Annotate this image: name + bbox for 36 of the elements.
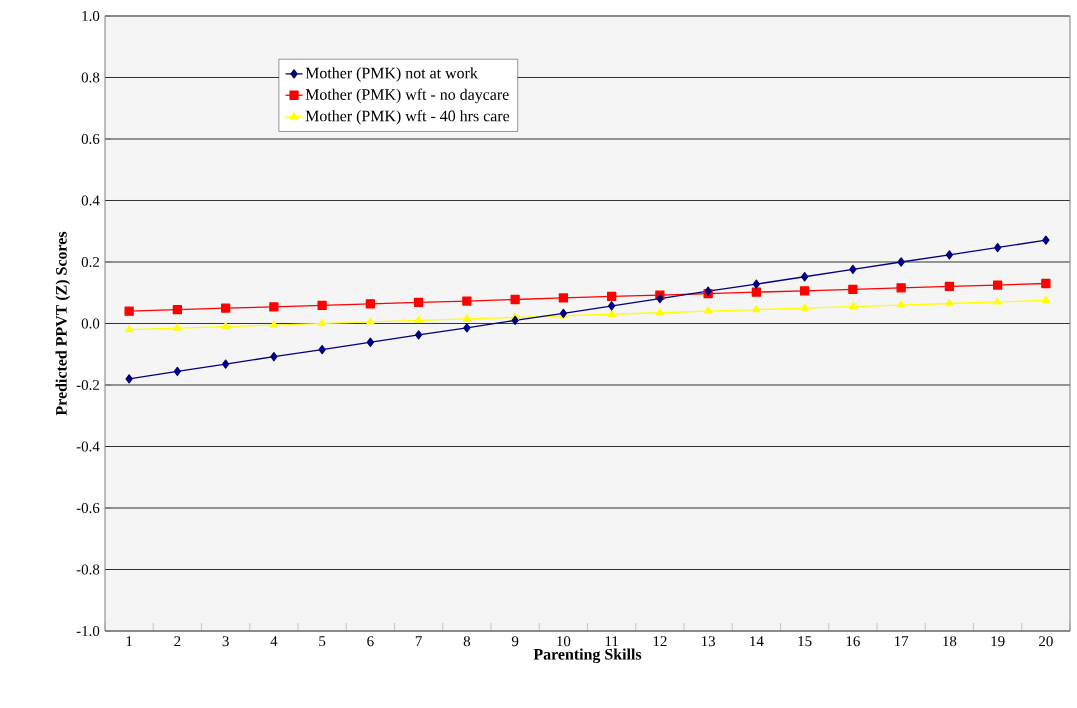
x-tick-label: 18 xyxy=(943,636,957,647)
x-tick-label: 14 xyxy=(750,636,764,647)
x-tick-label: 19 xyxy=(991,636,1005,647)
y-tick-label: 0.0 xyxy=(81,318,100,329)
x-tick-label: 1 xyxy=(126,636,132,647)
x-tick-label: 17 xyxy=(894,636,909,647)
x-tick-label: 16 xyxy=(846,636,860,647)
y-tick-label: -0.4 xyxy=(76,441,100,452)
x-tick-label: 6 xyxy=(367,636,374,647)
x-tick-label: 11 xyxy=(605,636,618,647)
x-tick-label: 8 xyxy=(463,636,471,647)
y-tick-label: 0.8 xyxy=(81,72,100,83)
x-tick-label: 12 xyxy=(653,636,667,647)
y-tick-label: 0.6 xyxy=(81,133,100,145)
legend-label: Mother (PMK) not at work xyxy=(305,67,478,82)
y-tick-label: -0.2 xyxy=(76,379,99,391)
x-tick-label: 9 xyxy=(511,636,519,647)
x-tick-label: 3 xyxy=(222,636,229,647)
x-tick-label: 4 xyxy=(270,636,278,647)
x-tick-label: 7 xyxy=(415,636,422,646)
y-tick-label: -0.6 xyxy=(76,502,100,514)
x-tick-label: 5 xyxy=(319,636,326,647)
legend-label: Mother (PMK) wft - no daycare xyxy=(305,88,509,104)
y-axis-title: Predicted PPVT (Z) Scores xyxy=(55,231,70,416)
y-tick-label: -0.8 xyxy=(76,564,100,575)
x-tick-label: 15 xyxy=(798,636,812,647)
x-tick-label: 13 xyxy=(701,636,716,647)
y-tick-label: 0.2 xyxy=(81,256,99,268)
x-tick-label: 20 xyxy=(1039,636,1053,647)
legend-label: Mother (PMK) wft - 40 hrs care xyxy=(305,109,510,125)
x-axis-title: Parenting Skills xyxy=(533,648,642,663)
x-tick-label: 10 xyxy=(557,636,571,647)
y-tick-label: 0.4 xyxy=(81,195,100,206)
x-tick-label: 2 xyxy=(174,636,181,647)
y-tick-label: -1.0 xyxy=(76,625,100,637)
y-tick-label: 1.0 xyxy=(82,10,100,22)
